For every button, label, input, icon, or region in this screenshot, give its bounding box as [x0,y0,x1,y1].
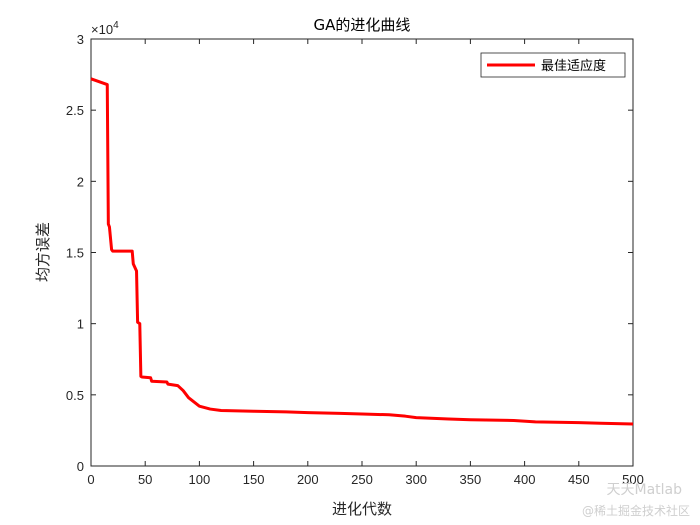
x-tick-label: 350 [460,472,482,487]
x-tick-label: 500 [622,472,644,487]
y-tick-label: 1.5 [66,246,84,261]
y-tick-label: 2.5 [66,103,84,118]
y-tick-label: 0.5 [66,388,84,403]
y-tick-label: 1 [77,317,84,332]
axis-ticks [90,38,634,467]
x-tick-label: 400 [514,472,536,487]
y-axis-label: 均方误差 [34,222,52,282]
y-exponent: ×104 [91,20,119,37]
y-tick-label: 2 [77,174,84,189]
series-line-best-fitness [90,77,634,426]
x-tick-label: 50 [138,472,152,487]
plot-area [90,38,634,467]
x-tick-label: 0 [87,472,94,487]
watermark-account: 天天Matlab [606,482,682,498]
chart-title: GA的进化曲线 [314,16,411,34]
x-tick-label: 200 [297,472,319,487]
y-tick-label: 0 [77,459,84,474]
x-tick-label: 300 [405,472,427,487]
x-tick-label: 450 [568,472,590,487]
tick-labels: 0 50 100 150 200 250 300 350 400 450 500 0 0.5 1 1.5 2 2… [66,32,644,487]
y-exponent-power: 4 [113,20,119,31]
legend: 最佳适应度 [480,52,626,78]
legend-label: 最佳适应度 [541,58,606,74]
watermark-site: @稀土掘金技术社区 [581,504,690,518]
x-tick-label: 150 [243,472,265,487]
y-tick-label: 3 [77,32,84,47]
x-tick-label: 100 [189,472,211,487]
x-tick-label: 250 [351,472,373,487]
x-axis-label: 进化代数 [332,500,392,518]
